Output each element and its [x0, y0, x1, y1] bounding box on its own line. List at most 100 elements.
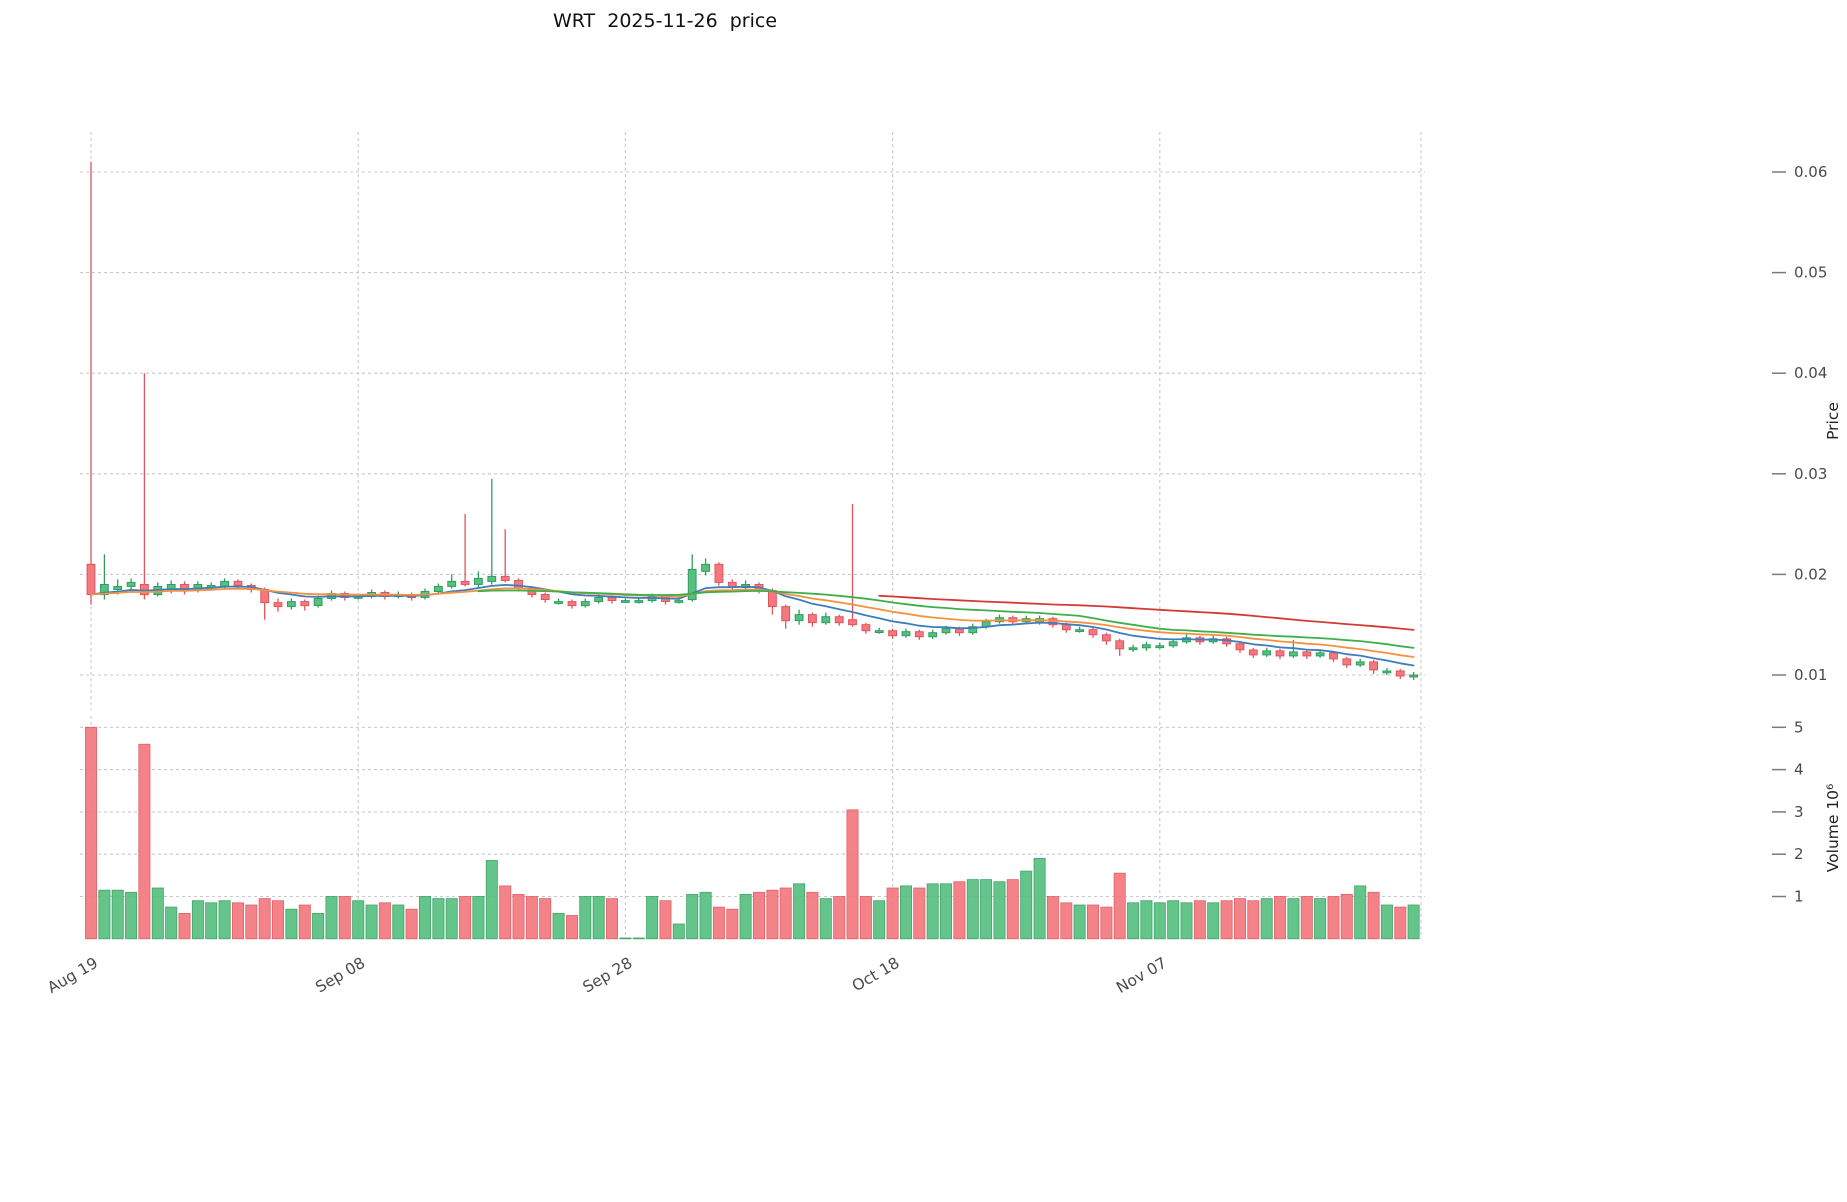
x-tick-label: Sep 08 — [313, 954, 369, 997]
volume-bar — [793, 883, 806, 940]
volume-bar — [606, 898, 619, 940]
volume-bar — [1033, 858, 1046, 940]
volume-bar — [712, 906, 725, 940]
volume-bar — [405, 908, 418, 940]
volume-bar — [178, 913, 191, 940]
volume-bar — [1300, 896, 1313, 940]
candle — [1262, 647, 1272, 657]
volume-bar — [966, 879, 979, 940]
candle — [808, 612, 817, 627]
volume-bar — [191, 900, 204, 940]
volume-bar — [138, 743, 151, 940]
candle — [1248, 647, 1258, 658]
candle — [701, 558, 711, 576]
volume-bar — [392, 904, 405, 940]
volume-bar — [1260, 898, 1273, 940]
volume-bars — [85, 726, 1420, 940]
candle — [995, 614, 1004, 624]
volume-bar — [1006, 879, 1019, 940]
volume-bar — [1274, 896, 1287, 940]
volume-bar — [552, 913, 565, 940]
candle — [554, 598, 564, 605]
candle — [714, 562, 724, 586]
candle — [1369, 659, 1378, 674]
candle — [1102, 632, 1111, 645]
volume-bar — [499, 885, 512, 940]
volume-bar — [659, 900, 672, 940]
volume-bar — [993, 881, 1006, 940]
candle — [434, 583, 443, 594]
price-axis-title: Price — [1824, 402, 1842, 440]
candle — [1275, 648, 1285, 659]
volume-bar — [218, 900, 231, 940]
price-tick-label: 0.04 — [1794, 364, 1827, 382]
candle — [1342, 656, 1352, 668]
volume-bar — [1100, 906, 1113, 940]
candle — [1409, 672, 1418, 680]
candle — [741, 580, 751, 590]
candle — [968, 623, 978, 635]
volume-bar — [378, 902, 391, 940]
volume-bar — [1193, 900, 1206, 940]
volume-bar — [459, 896, 472, 940]
volume-bar — [980, 879, 993, 940]
volume-bar — [753, 891, 766, 940]
price-tick-label: 0.03 — [1794, 465, 1827, 483]
candle — [888, 628, 898, 639]
candle — [1168, 638, 1178, 648]
candle — [540, 592, 550, 603]
volume-bar — [1046, 896, 1059, 940]
volume-bar — [285, 908, 298, 940]
candle — [901, 628, 911, 638]
volume-bar — [619, 937, 632, 940]
volume-bar — [886, 887, 899, 940]
volume-bar — [1087, 904, 1100, 940]
price-tick-label: 0.01 — [1794, 666, 1827, 684]
x-tick-label: Nov 07 — [1113, 954, 1170, 997]
volume-bar — [1153, 902, 1166, 940]
volume-bar — [806, 891, 819, 940]
candle — [874, 627, 884, 634]
volume-bar — [953, 881, 966, 940]
volume-bar — [766, 889, 779, 940]
candle — [834, 614, 844, 626]
sma30-line — [477, 589, 1415, 649]
volume-bar — [592, 896, 605, 940]
price-tick-label: 0.05 — [1794, 264, 1827, 282]
volume-bar — [245, 904, 258, 940]
candle — [140, 373, 149, 600]
volume-bar — [926, 883, 939, 940]
volume-bar — [1354, 885, 1367, 940]
candle — [1302, 649, 1312, 659]
x-tick-label: Sep 28 — [580, 954, 636, 997]
volume-bar — [512, 894, 525, 940]
volume-bar — [873, 900, 886, 940]
x-axis: Aug 19 Sep 08 Sep 28 Oct 18 Nov 07 — [44, 954, 1169, 997]
volume-tick-label: 3 — [1794, 803, 1804, 821]
volume-bar — [1247, 900, 1260, 940]
volume-axis-title: Volume 10⁶ — [1824, 784, 1842, 873]
volume-bar — [111, 889, 124, 940]
candle — [273, 598, 283, 612]
volume-bar — [1167, 900, 1180, 940]
candle — [500, 529, 510, 583]
volume-tick-label: 1 — [1794, 888, 1804, 906]
candle — [260, 587, 270, 620]
volume-bar — [485, 860, 498, 940]
volume-bar — [1220, 900, 1233, 940]
volume-bar — [445, 898, 458, 940]
candle — [1128, 644, 1138, 652]
candle — [861, 622, 871, 634]
volume-tick-label: 2 — [1794, 845, 1804, 863]
volume-bar — [271, 900, 284, 940]
volume-bar — [1340, 894, 1353, 940]
volume-bar — [699, 891, 712, 940]
volume-bar — [205, 902, 218, 940]
volume-tick-label: 5 — [1794, 718, 1804, 736]
volume-bar — [298, 904, 311, 940]
volume-bar — [859, 896, 872, 940]
volume-bar — [632, 937, 645, 940]
volume-bar — [900, 885, 913, 940]
